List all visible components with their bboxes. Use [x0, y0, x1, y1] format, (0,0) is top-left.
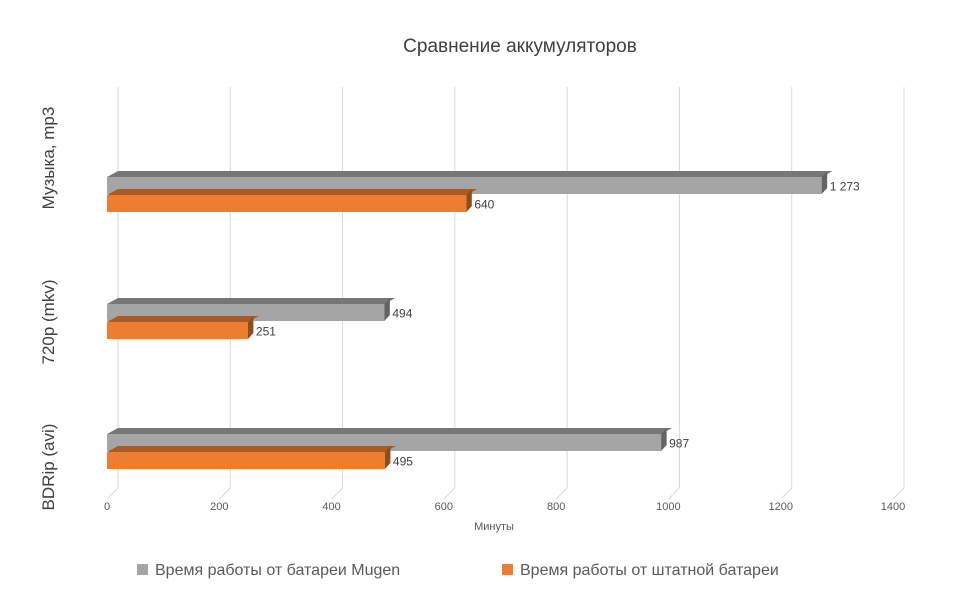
gridline-floor [443, 487, 456, 500]
bar-end-face [821, 170, 828, 194]
bar-end-face [247, 315, 254, 339]
bar-top-face [107, 297, 396, 304]
category-label: BDRip (avi) [39, 424, 58, 511]
data-label: 987 [669, 437, 689, 451]
legend-label: Время работы от батареи Mugen [155, 562, 400, 579]
gridline-floor [780, 487, 793, 500]
bar-top-face [107, 315, 259, 322]
x-tick-label: 200 [210, 501, 228, 513]
data-label: 1 273 [830, 180, 860, 194]
gridline-floor [555, 487, 568, 500]
gridline-floor [331, 487, 343, 500]
data-label: 494 [392, 307, 412, 321]
bar-end-face [466, 188, 472, 212]
x-tick-label: 400 [322, 501, 340, 513]
bar-end-face [384, 445, 391, 469]
bar-top-face [107, 170, 833, 177]
bar-front-face [107, 195, 467, 212]
gridline-floor [106, 487, 119, 500]
bar-front-face [107, 452, 385, 469]
data-labels: 1 273 640 494 251 987 495 [256, 180, 860, 469]
gridline-floor [218, 487, 231, 500]
legend-swatch [137, 564, 148, 575]
bar-front-face [107, 322, 248, 339]
bar-top-face [107, 445, 396, 452]
data-label: 251 [256, 325, 276, 339]
bar [107, 188, 478, 212]
x-tick-label: 600 [435, 501, 453, 513]
x-tick-label: 0 [104, 501, 110, 513]
x-axis-ticks: 0 200 400 600 800 1000 1200 1400 [104, 501, 905, 513]
y-axis-categories: Музыка, mp3 720p (mkv) BDRip (avi) [39, 107, 58, 511]
legend: Время работы от батареи Mugen Время работ… [137, 562, 779, 579]
data-label: 495 [393, 455, 413, 469]
bar [107, 315, 259, 339]
x-tick-label: 1400 [881, 501, 905, 513]
bar [107, 445, 396, 469]
bar-end-face [384, 297, 390, 321]
category-label: Музыка, mp3 [39, 107, 58, 210]
chart-title: Сравнение аккумуляторов [403, 36, 637, 57]
bar-top-face [107, 188, 478, 195]
x-tick-label: 1200 [768, 501, 792, 513]
bars [107, 170, 833, 469]
gridline-floor [668, 487, 680, 500]
x-tick-label: 800 [547, 501, 565, 513]
x-axis-title: Минуты [474, 521, 514, 533]
legend-label: Время работы от штатной батареи [520, 562, 779, 579]
gridlines [106, 87, 905, 500]
legend-swatch [502, 564, 513, 575]
gridline-floor [892, 487, 905, 500]
x-tick-label: 1000 [656, 501, 680, 513]
bar-end-face [661, 427, 667, 451]
data-label: 640 [474, 198, 494, 212]
category-label: 720p (mkv) [39, 279, 58, 364]
bar-top-face [107, 427, 673, 434]
